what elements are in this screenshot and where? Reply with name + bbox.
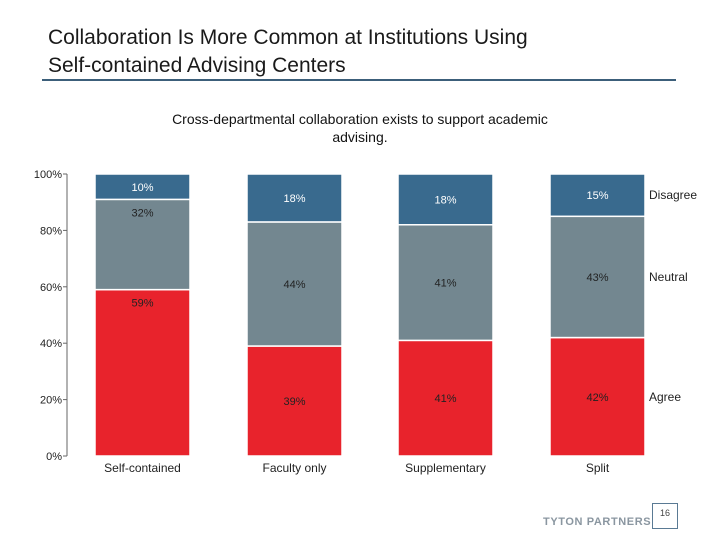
- bar-agree-2: [397, 339, 494, 457]
- legend-agree: Agree: [649, 390, 681, 404]
- y-tick-label-20: 20%: [40, 395, 62, 407]
- y-tick-label-60: 60%: [40, 282, 62, 294]
- bar-neutral-0: [94, 198, 191, 291]
- bar-agree-3: [549, 336, 646, 457]
- bar-disagree-0: [94, 173, 191, 201]
- company-logo: TYTON PARTNERS: [543, 516, 652, 528]
- category-label-3: Split: [586, 461, 610, 475]
- title-underline: [42, 79, 676, 81]
- data-label-neutral-2: 41%: [434, 278, 456, 290]
- bar-agree-1: [246, 345, 343, 457]
- y-tick-label-0: 0%: [46, 451, 62, 463]
- legend-disagree: Disagree: [649, 188, 697, 202]
- page-number: 16: [652, 503, 678, 529]
- data-label-agree-2: 41%: [434, 393, 456, 405]
- bar-disagree-2: [397, 173, 494, 226]
- data-label-agree-0: 59%: [131, 298, 153, 310]
- legend-neutral: Neutral: [649, 270, 688, 284]
- title-line-1: Collaboration Is More Common at Institut…: [48, 26, 528, 49]
- bar-disagree-3: [549, 173, 646, 218]
- bar-disagree-1: [246, 173, 343, 223]
- y-tick-label-40: 40%: [40, 338, 62, 350]
- bar-agree-0: [94, 288, 191, 457]
- category-label-1: Faculty only: [262, 461, 326, 475]
- data-label-agree-1: 39%: [283, 396, 305, 408]
- bar-neutral-3: [549, 215, 646, 339]
- data-label-disagree-2: 18%: [434, 194, 456, 206]
- data-label-disagree-1: 18%: [283, 193, 305, 205]
- slide-title: Collaboration Is More Common at Institut…: [48, 24, 528, 80]
- y-tick-label-80: 80%: [40, 225, 62, 237]
- data-label-neutral-0: 32%: [131, 207, 153, 219]
- data-label-neutral-3: 43%: [586, 272, 608, 284]
- data-label-disagree-0: 10%: [131, 182, 153, 194]
- category-label-2: Supplementary: [405, 461, 486, 475]
- bar-neutral-2: [397, 224, 494, 342]
- category-label-0: Self-contained: [104, 461, 181, 475]
- title-line-2: Self-contained Advising Centers: [48, 54, 346, 77]
- data-label-neutral-1: 44%: [283, 279, 305, 291]
- data-label-agree-3: 42%: [586, 392, 608, 404]
- data-label-disagree-3: 15%: [586, 190, 608, 202]
- chart-title: Cross-departmental collaboration exists …: [172, 111, 548, 145]
- bar-neutral-1: [246, 221, 343, 347]
- y-tick-label-100: 100%: [34, 169, 62, 181]
